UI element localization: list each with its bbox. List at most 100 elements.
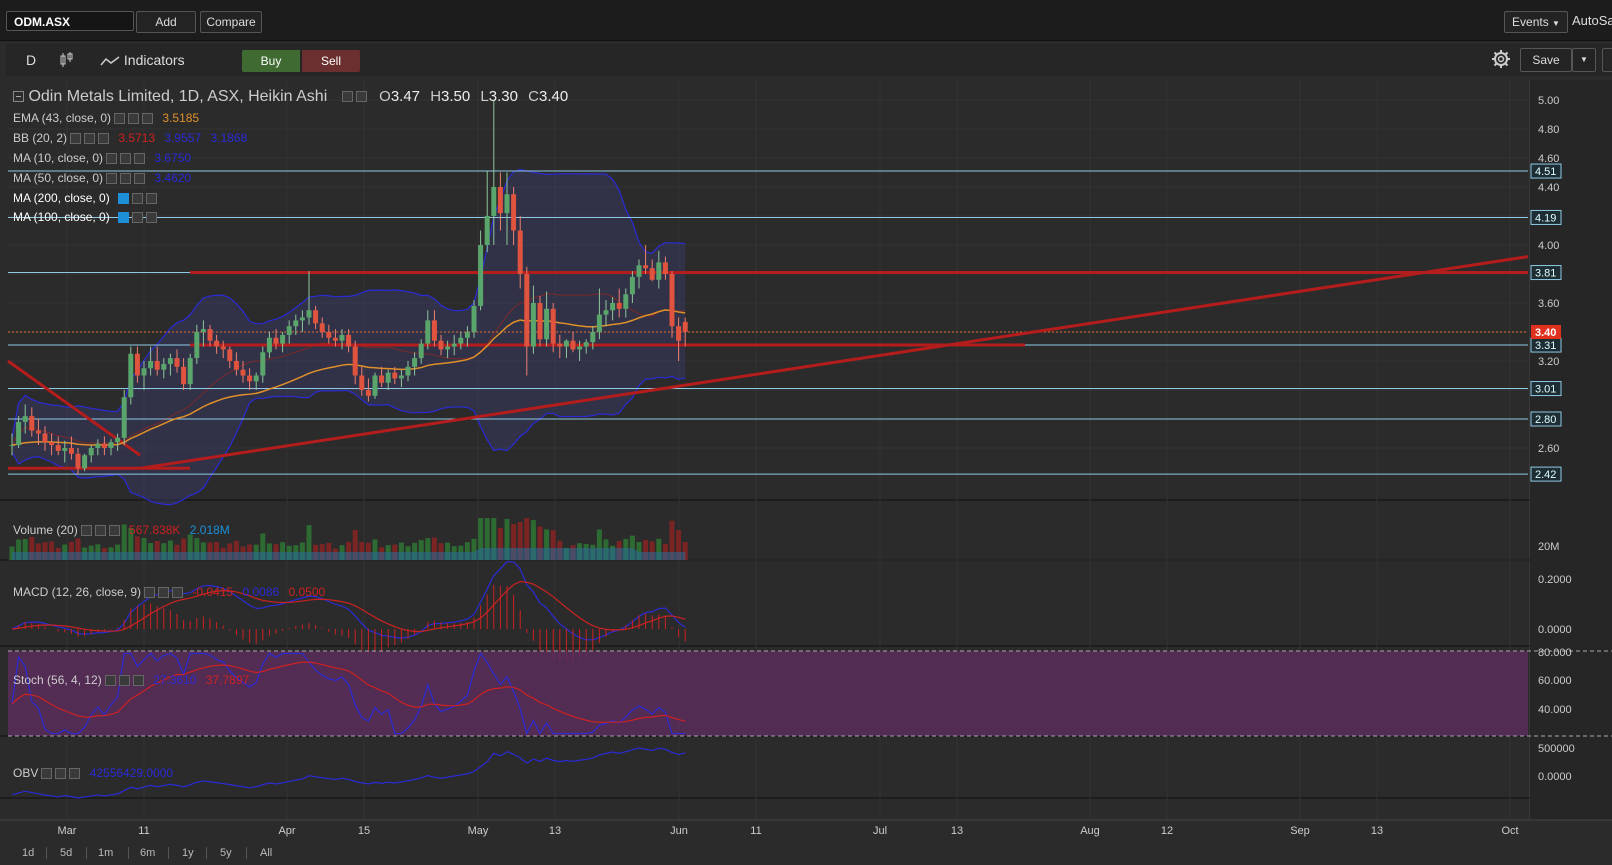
volume-bar (445, 542, 451, 560)
candles (9, 100, 688, 475)
rising-trendline (139, 255, 1529, 470)
obv-axis-label: 0.0000 (1538, 771, 1572, 783)
gear-icon[interactable] (1490, 48, 1512, 75)
volume-bar (233, 540, 239, 560)
candle-body (418, 343, 424, 359)
macd-axis-label: 0.2000 (1538, 574, 1572, 586)
hide-mini-icon[interactable] (355, 91, 367, 103)
range-1m-button[interactable]: 1m (98, 847, 114, 859)
candle-body (339, 334, 345, 341)
compare-button[interactable]: Compare (200, 11, 262, 33)
volume-bar (682, 542, 688, 560)
symbol-input[interactable]: ODM.ASX (6, 11, 134, 31)
candle-body (174, 358, 180, 367)
candle-body (207, 329, 213, 341)
candle-body (121, 397, 127, 438)
events-dropdown[interactable]: Events ▼ (1504, 11, 1568, 33)
range-5y-button[interactable]: 5y (220, 847, 232, 859)
candle-body (530, 303, 536, 347)
macd-axis-label: 0.0000 (1538, 624, 1572, 636)
price-tick-label: 3.60 (1538, 298, 1559, 310)
range-1d-button[interactable]: 1d (22, 847, 35, 859)
candle-body (385, 372, 391, 383)
candle-body (577, 346, 583, 350)
candle-body (504, 194, 510, 214)
candle-body (299, 317, 305, 321)
time-tick-label: 13 (951, 825, 963, 837)
candle-body (524, 274, 530, 347)
candle-body (431, 320, 437, 341)
buy-button[interactable]: Buy (242, 50, 300, 72)
candle-body (253, 375, 259, 382)
price-tick-label: 5.00 (1538, 95, 1559, 107)
candle-body (141, 368, 147, 376)
stoch-legend: Stoch (56, 4, 12) 27.3610 37.7897 (13, 673, 250, 687)
volume-bar (49, 541, 55, 560)
extra-button[interactable] (1602, 48, 1612, 72)
period-selector[interactable]: D (26, 52, 37, 68)
candle-body (332, 337, 338, 341)
volume-bar (346, 541, 352, 560)
candle-body (438, 340, 444, 350)
candle-body (478, 245, 484, 306)
candle-body (392, 372, 398, 379)
volume-legend: Volume (20) 567.838K 2.018M (13, 523, 230, 537)
volume-bar (16, 539, 22, 560)
volume-bar (649, 541, 655, 560)
save-options-chevron-icon[interactable]: ▼ (1572, 48, 1596, 72)
candle-body (412, 358, 418, 367)
volume-bar (42, 542, 48, 560)
candle-body (319, 323, 325, 332)
visible-toggle-icon[interactable] (117, 193, 129, 205)
volume-bar (200, 542, 206, 560)
time-tick-label: Aug (1080, 825, 1100, 837)
save-button[interactable]: Save (1520, 48, 1572, 72)
range-all-button[interactable]: All (260, 847, 273, 859)
candle-body (115, 437, 121, 443)
candle-body (220, 346, 226, 350)
time-tick-label: 15 (358, 825, 370, 837)
candle-body (537, 303, 543, 340)
volume-bar (299, 542, 305, 560)
add-button[interactable]: Add (136, 11, 196, 33)
time-tick-label: Jul (873, 825, 887, 837)
autosave-label[interactable]: AutoSa (1572, 13, 1612, 28)
candle-body (623, 294, 629, 309)
candle-body (643, 265, 649, 269)
ma10-legend: MA (10, close, 0) 3.6750 (13, 151, 192, 165)
volume-bar (484, 518, 490, 560)
price-tick-label: 4.40 (1538, 182, 1559, 194)
candle-type-icon[interactable] (58, 50, 76, 70)
candle-body (55, 445, 61, 451)
volume-axis-label: 20M (1538, 541, 1559, 553)
candle-body (662, 262, 668, 274)
volume-bar (207, 542, 213, 560)
candle-body (603, 310, 609, 315)
volume-bar (141, 538, 147, 560)
stoch-axis-label: 40.000 (1538, 704, 1572, 716)
level-label: 2.42 (1535, 469, 1556, 481)
candle-body (365, 390, 371, 396)
volume-bar (22, 539, 28, 560)
trend-lines (7, 255, 1529, 470)
ohlc-readout: O3.47 H3.50 L3.30 C3.40 (379, 88, 569, 105)
candle-body (247, 375, 253, 382)
chart-canvas[interactable]: 2.602.803.003.203.403.603.804.004.204.40… (0, 80, 1612, 865)
sell-button[interactable]: Sell (302, 50, 360, 72)
price-tick-label: 2.60 (1538, 443, 1559, 455)
volume-bar (471, 538, 477, 560)
last-price-badge (1531, 325, 1561, 339)
candle-body (451, 343, 457, 347)
level-badge (1530, 265, 1562, 281)
settings-mini-icon[interactable] (341, 91, 353, 103)
indicators-button[interactable]: Indicators (100, 50, 185, 70)
range-6m-button[interactable]: 6m (140, 847, 156, 859)
level-label: 2.80 (1535, 414, 1556, 426)
visible-toggle-icon[interactable] (117, 212, 129, 224)
indicators-label: Indicators (123, 52, 185, 68)
candle-body (471, 305, 477, 332)
collapse-icon[interactable] (13, 91, 24, 103)
range-1y-button[interactable]: 1y (182, 847, 194, 859)
ema-legend: EMA (43, close, 0) 3.5185 (13, 111, 200, 125)
range-5d-button[interactable]: 5d (60, 847, 73, 859)
